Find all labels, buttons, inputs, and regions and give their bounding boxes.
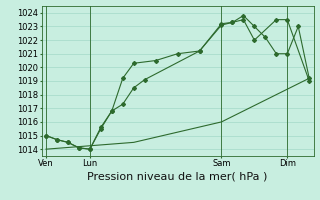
X-axis label: Pression niveau de la mer( hPa ): Pression niveau de la mer( hPa ) — [87, 171, 268, 181]
